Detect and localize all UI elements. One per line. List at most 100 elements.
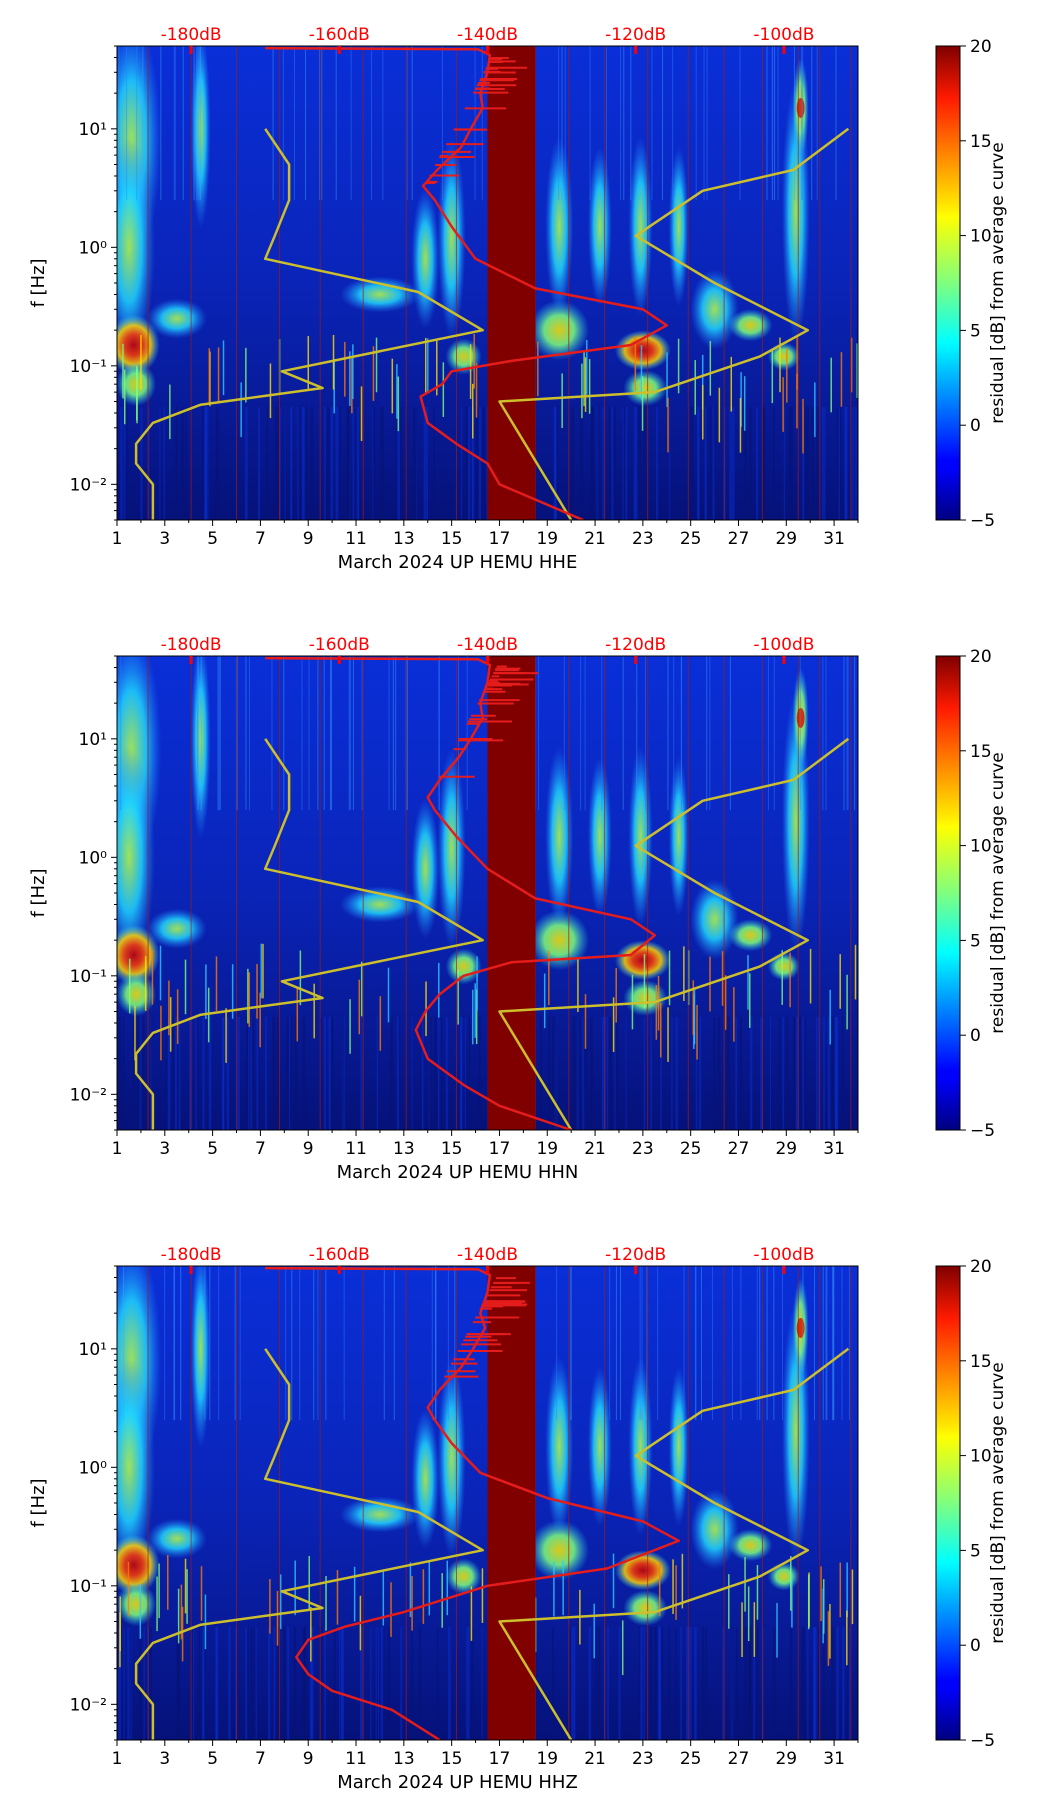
heatmap-spike bbox=[839, 954, 841, 1009]
heatmap-spike bbox=[234, 1266, 236, 1421]
heatmap-streak bbox=[795, 1016, 798, 1130]
heatmap-streak bbox=[598, 1626, 601, 1740]
x-tick-label: 17 bbox=[489, 529, 511, 549]
y-axis-label: f [Hz] bbox=[28, 258, 49, 307]
heatmap-spike bbox=[123, 1266, 125, 1421]
x-axis-label: March 2024 UP HEMU HHE bbox=[338, 552, 578, 573]
heatmap-streak bbox=[378, 1626, 380, 1740]
heatmap-spike bbox=[773, 1266, 775, 1421]
heatmap-spike bbox=[392, 656, 394, 811]
heatmap-streak bbox=[258, 406, 261, 520]
heatmap-blob bbox=[628, 136, 653, 317]
heatmap-streak bbox=[756, 1626, 759, 1740]
heatmap-spike bbox=[640, 345, 643, 400]
top-db-label: -120dB bbox=[605, 635, 666, 655]
heatmap-streak bbox=[293, 1626, 297, 1740]
heatmap-spike bbox=[208, 348, 211, 403]
heatmap-blob bbox=[190, 46, 211, 229]
heatmap-spike bbox=[747, 955, 749, 1010]
x-tick-label: 5 bbox=[207, 529, 218, 549]
x-tick-label: 13 bbox=[393, 529, 415, 549]
heatmap-spike bbox=[733, 987, 735, 1042]
heatmap-streak bbox=[428, 1016, 432, 1130]
heatmap-spike bbox=[317, 656, 319, 811]
spectrogram-panel-hhz: 1 3 5 7 9 11 13 15 17 19 21 23 25 27 29 3110⁻²10⁻¹10⁰10… bbox=[28, 1245, 1008, 1793]
heatmap-spike bbox=[118, 46, 120, 201]
heatmap-spike bbox=[120, 656, 122, 811]
heatmap-spike bbox=[646, 1266, 648, 1421]
heatmap-streak bbox=[287, 1626, 290, 1740]
heatmap-spike bbox=[833, 1266, 835, 1421]
heatmap-spike bbox=[382, 46, 384, 201]
heatmap-streak bbox=[616, 1016, 619, 1130]
heatmap-streak bbox=[191, 1626, 193, 1740]
psd-curve-line bbox=[265, 1266, 680, 1740]
heatmap-blob bbox=[117, 924, 160, 985]
heatmap-blob bbox=[411, 1408, 440, 1549]
heatmap-spike bbox=[793, 46, 795, 201]
heatmap-spike bbox=[766, 1266, 768, 1421]
heatmap-spike bbox=[586, 340, 588, 395]
heatmap-streak bbox=[437, 1016, 440, 1130]
x-tick-label: 9 bbox=[303, 1139, 314, 1159]
colorbar-tick-label: 15 bbox=[970, 1352, 992, 1372]
heatmap-blob bbox=[628, 746, 653, 927]
heatmap-spike bbox=[556, 1266, 558, 1421]
heatmap-spike bbox=[843, 656, 845, 811]
heatmap-spike bbox=[248, 656, 250, 811]
heatmap-streak bbox=[383, 1626, 385, 1740]
heatmap-blob bbox=[614, 1550, 671, 1591]
heatmap-streak bbox=[324, 1626, 326, 1740]
colorbar-gradient bbox=[935, 1265, 961, 1741]
heatmap-streak bbox=[323, 406, 326, 520]
x-tick-label: 23 bbox=[632, 1139, 654, 1159]
heatmap-streak bbox=[575, 1016, 579, 1130]
heatmap-streak bbox=[396, 1016, 400, 1130]
colorbar: −5 0 5 10 15 20 residual [dB] from average cur… bbox=[935, 647, 1008, 1141]
heatmap-spike bbox=[636, 656, 638, 811]
heatmap-streak bbox=[447, 1626, 451, 1740]
heatmap-streak bbox=[782, 1016, 785, 1130]
heatmap-streak bbox=[475, 406, 479, 520]
colorbar-tick-label: 10 bbox=[970, 837, 992, 857]
heatmap-streak bbox=[623, 406, 626, 520]
heatmap-streak bbox=[282, 1626, 286, 1740]
heatmap-spike bbox=[351, 358, 353, 414]
heatmap-streak bbox=[400, 1626, 403, 1740]
heatmap-streak bbox=[479, 1016, 481, 1130]
heatmap-blob bbox=[411, 798, 440, 939]
heatmap-spike bbox=[756, 1266, 758, 1421]
heatmap-spike bbox=[335, 46, 337, 201]
heatmap-streak bbox=[731, 406, 735, 520]
heatmap-streak bbox=[277, 1016, 279, 1130]
heatmap-streak bbox=[294, 1016, 298, 1130]
heatmap-spike bbox=[695, 1266, 697, 1421]
heatmap-streak bbox=[380, 406, 384, 520]
heatmap-spike bbox=[215, 956, 218, 1012]
heatmap-spike bbox=[615, 967, 617, 1023]
heatmap-streak bbox=[816, 406, 819, 520]
heatmap-streak bbox=[625, 406, 628, 520]
heatmap-spike bbox=[615, 1266, 617, 1421]
heatmap-spike bbox=[588, 359, 591, 414]
heatmap-streak bbox=[818, 1626, 820, 1740]
heatmap-spike bbox=[200, 1566, 203, 1621]
heatmap-streak bbox=[597, 406, 600, 520]
heatmap-spike bbox=[820, 1566, 822, 1622]
heatmap-blob bbox=[411, 188, 440, 329]
heatmap-streak bbox=[551, 1626, 554, 1740]
colorbar-label: residual [dB] from average curve bbox=[988, 752, 1008, 1033]
heatmap-spike bbox=[388, 656, 390, 811]
heatmap-streak bbox=[823, 1016, 825, 1130]
heatmap-spike bbox=[658, 1561, 661, 1617]
heatmap-streak bbox=[786, 1016, 789, 1130]
heatmap-blob bbox=[445, 948, 482, 985]
heatmap-streak bbox=[250, 1626, 253, 1740]
y-tick-label: 10¹ bbox=[79, 730, 107, 750]
heatmap-streak bbox=[805, 406, 808, 520]
heatmap-spike bbox=[285, 1266, 287, 1421]
heatmap-spike bbox=[177, 1588, 180, 1644]
heatmap-blob bbox=[545, 746, 574, 927]
heatmap-spike bbox=[144, 956, 147, 1011]
heatmap-spike bbox=[779, 337, 781, 393]
